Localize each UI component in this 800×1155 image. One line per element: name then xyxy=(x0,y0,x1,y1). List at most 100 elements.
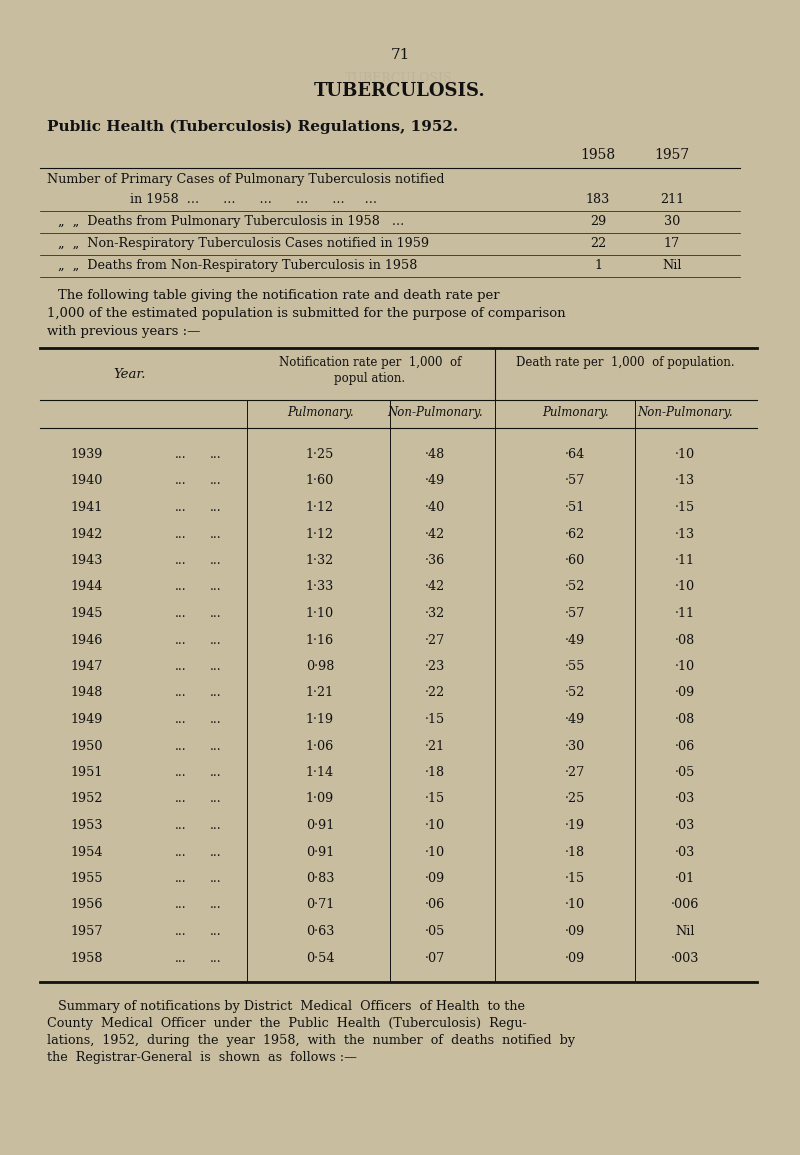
Text: ·10: ·10 xyxy=(675,660,695,673)
Text: ·03: ·03 xyxy=(675,819,695,832)
Text: ...: ... xyxy=(175,925,186,938)
Text: ·23: ·23 xyxy=(425,660,445,673)
Text: Pulmonary.: Pulmonary. xyxy=(542,407,608,419)
Text: ·36: ·36 xyxy=(425,554,445,567)
Text: 1·14: 1·14 xyxy=(306,766,334,778)
Text: ·05: ·05 xyxy=(675,766,695,778)
Text: ...: ... xyxy=(210,899,222,911)
Text: ...: ... xyxy=(175,899,186,911)
Text: 30: 30 xyxy=(664,215,680,228)
Text: ·10: ·10 xyxy=(565,899,585,911)
Text: ·03: ·03 xyxy=(675,792,695,805)
Text: the  Registrar-General  is  shown  as  follows :—: the Registrar-General is shown as follow… xyxy=(47,1051,357,1064)
Text: ·57: ·57 xyxy=(565,608,585,620)
Text: ·09: ·09 xyxy=(565,925,585,938)
Text: 1942: 1942 xyxy=(70,528,102,541)
Text: 1948: 1948 xyxy=(70,686,102,700)
Text: 1958: 1958 xyxy=(581,148,615,162)
Text: 1941: 1941 xyxy=(70,501,102,514)
Text: ...: ... xyxy=(210,633,222,647)
Text: ...: ... xyxy=(175,739,186,753)
Text: ·42: ·42 xyxy=(425,581,445,594)
Text: ·21: ·21 xyxy=(425,739,445,753)
Text: ·18: ·18 xyxy=(565,845,585,858)
Text: 29: 29 xyxy=(590,215,606,228)
Text: ·10: ·10 xyxy=(425,819,445,832)
Text: 0·54: 0·54 xyxy=(306,952,334,964)
Text: Number of Primary Cases of Pulmonary Tuberculosis notified: Number of Primary Cases of Pulmonary Tub… xyxy=(47,173,445,186)
Text: ·11: ·11 xyxy=(675,608,695,620)
Text: TUBERCULOSIS.: TUBERCULOSIS. xyxy=(314,82,486,100)
Text: 211: 211 xyxy=(660,193,684,206)
Text: Non-Pulmonary.: Non-Pulmonary. xyxy=(387,407,483,419)
Text: 1·19: 1·19 xyxy=(306,713,334,726)
Text: ·09: ·09 xyxy=(675,686,695,700)
Text: ·11: ·11 xyxy=(675,554,695,567)
Text: 1955: 1955 xyxy=(70,872,102,885)
Text: The following table giving the notification rate and death rate per: The following table giving the notificat… xyxy=(58,289,500,301)
Text: ·13: ·13 xyxy=(675,475,695,487)
Text: ...: ... xyxy=(210,528,222,541)
Text: 1·25: 1·25 xyxy=(306,448,334,461)
Text: 1945: 1945 xyxy=(70,608,102,620)
Text: ...: ... xyxy=(175,608,186,620)
Text: ·15: ·15 xyxy=(565,872,585,885)
Text: 71: 71 xyxy=(390,49,410,62)
Text: ·52: ·52 xyxy=(565,581,585,594)
Text: ...: ... xyxy=(210,766,222,778)
Text: ...: ... xyxy=(175,872,186,885)
Text: Death rate per  1,000  of population.: Death rate per 1,000 of population. xyxy=(516,356,734,368)
Text: ·30: ·30 xyxy=(565,739,585,753)
Text: 1·12: 1·12 xyxy=(306,501,334,514)
Text: 22: 22 xyxy=(590,237,606,249)
Text: Nil: Nil xyxy=(662,259,682,271)
Text: 1·32: 1·32 xyxy=(306,554,334,567)
Text: ...: ... xyxy=(210,792,222,805)
Text: ...: ... xyxy=(175,766,186,778)
Text: 1: 1 xyxy=(594,259,602,271)
Text: 0·83: 0·83 xyxy=(306,872,334,885)
Text: 0·71: 0·71 xyxy=(306,899,334,911)
Text: 1957: 1957 xyxy=(70,925,102,938)
Text: 1,000 of the estimated population is submitted for the purpose of comparison: 1,000 of the estimated population is sub… xyxy=(47,307,566,320)
Text: ...: ... xyxy=(210,554,222,567)
Text: TUBERCULOSIS.: TUBERCULOSIS. xyxy=(345,72,455,85)
Text: ·10: ·10 xyxy=(425,845,445,858)
Text: ...: ... xyxy=(210,872,222,885)
Text: Non-Pulmonary.: Non-Pulmonary. xyxy=(637,407,733,419)
Text: ...: ... xyxy=(175,819,186,832)
Text: ...: ... xyxy=(175,686,186,700)
Text: ·09: ·09 xyxy=(565,952,585,964)
Text: 1951: 1951 xyxy=(70,766,102,778)
Text: ...: ... xyxy=(210,475,222,487)
Text: ·60: ·60 xyxy=(565,554,585,567)
Text: „  „  Deaths from Non-Respiratory Tuberculosis in 1958: „ „ Deaths from Non-Respiratory Tubercul… xyxy=(58,259,418,271)
Text: 1957: 1957 xyxy=(654,148,690,162)
Text: 1956: 1956 xyxy=(70,899,102,911)
Text: ...: ... xyxy=(210,581,222,594)
Text: ·62: ·62 xyxy=(565,528,585,541)
Text: „  „  Deaths from Pulmonary Tuberculosis in 1958   ...: „ „ Deaths from Pulmonary Tuberculosis i… xyxy=(58,215,404,228)
Text: ·15: ·15 xyxy=(425,713,445,726)
Text: ·49: ·49 xyxy=(425,475,445,487)
Text: ...: ... xyxy=(210,501,222,514)
Text: 0·63: 0·63 xyxy=(306,925,334,938)
Text: ·22: ·22 xyxy=(425,686,445,700)
Text: in 1958  ...      ...      ...      ...      ...     ...: in 1958 ... ... ... ... ... ... xyxy=(130,193,377,206)
Text: ...: ... xyxy=(210,448,222,461)
Text: ...: ... xyxy=(210,819,222,832)
Text: ·42: ·42 xyxy=(425,528,445,541)
Text: Pulmonary.: Pulmonary. xyxy=(286,407,354,419)
Text: 1952: 1952 xyxy=(70,792,102,805)
Text: ...: ... xyxy=(175,554,186,567)
Text: 0·91: 0·91 xyxy=(306,845,334,858)
Text: ·49: ·49 xyxy=(565,633,585,647)
Text: ...: ... xyxy=(210,686,222,700)
Text: ...: ... xyxy=(210,713,222,726)
Text: ·05: ·05 xyxy=(425,925,445,938)
Text: ...: ... xyxy=(175,952,186,964)
Text: 1954: 1954 xyxy=(70,845,102,858)
Text: ·64: ·64 xyxy=(565,448,585,461)
Text: 1949: 1949 xyxy=(70,713,102,726)
Text: ...: ... xyxy=(210,660,222,673)
